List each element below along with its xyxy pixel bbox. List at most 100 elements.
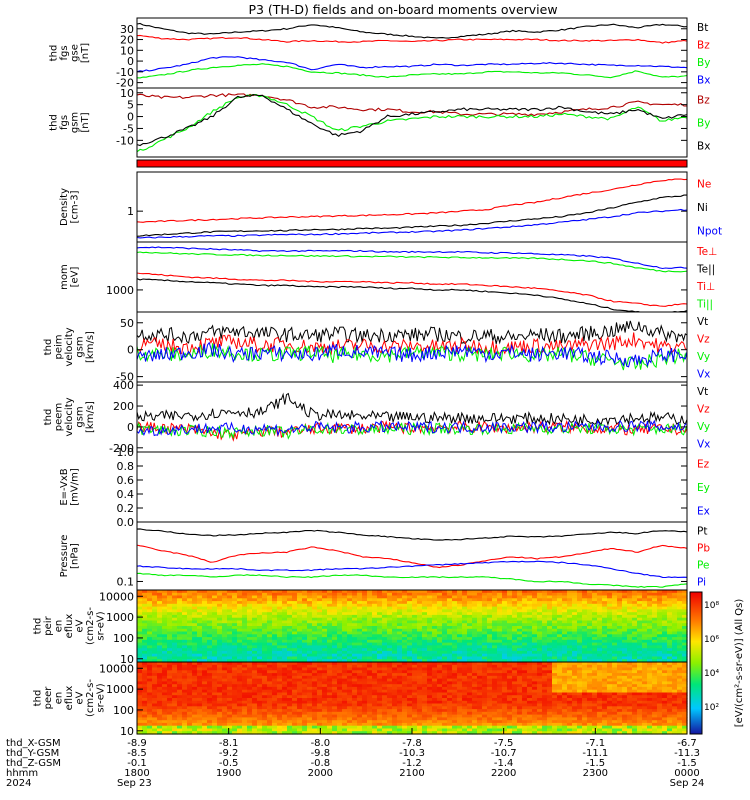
spectrogram-cell [647,598,653,602]
spectrogram-cell [557,601,563,605]
spectrogram-cell [357,648,363,652]
spectrogram-cell [157,620,163,624]
spectrogram-cell [282,689,288,694]
spectrogram-cell [372,667,378,671]
spectrogram-cell [682,626,688,630]
spectrogram-cell [167,662,173,666]
spectrogram-cell [422,662,428,666]
spectrogram-cell [372,612,378,616]
spectrogram-cell [497,620,503,624]
spectrogram-cell [442,678,448,682]
spectrogram-cell [482,637,488,641]
spectrogram-cell [172,606,178,610]
spectrogram-cell [202,628,208,633]
spectrogram-cell [262,698,268,702]
spectrogram-cell [152,700,158,705]
spectrogram-cell [212,673,218,677]
spectrogram-cell [252,664,258,669]
spectrogram-cell [492,725,498,730]
spectrogram-cell [522,648,528,652]
spectrogram-cell [147,650,153,655]
spectrogram-cell [537,595,543,599]
spectrogram-cell [457,595,463,599]
spectrogram-cell [167,706,173,710]
spectrogram-cell [477,598,483,602]
spectrogram-cell [417,612,423,616]
spectrogram-cell [477,603,483,608]
spectrogram-cell [227,689,233,694]
spectrogram-cell [237,620,243,624]
spectrogram-cell [667,639,673,644]
spectrogram-cell [412,670,418,674]
spectrogram-cell [317,631,323,635]
spectrogram-cell [462,673,468,677]
spectrogram-cell [307,656,313,660]
spectrogram-cell [212,695,218,699]
spectrogram-cell [162,700,168,705]
spectrogram-cell [457,709,463,713]
spectrogram-cell [612,612,618,616]
spectrogram-cell [517,612,523,616]
spectrogram-cell [497,675,503,680]
spectrogram-cell [647,620,653,624]
spectrogram-cell [597,642,603,646]
spectrogram-cell [402,648,408,652]
spectrogram-cell [567,642,573,646]
spectrogram-cell [152,667,158,671]
spectrogram-cell [182,642,188,646]
spectrogram-cell [357,603,363,608]
spectrogram-cell [432,598,438,602]
spectrogram-cell [197,648,203,652]
spectrogram-cell [682,659,688,663]
spectrogram-cell [172,703,178,707]
spectrogram-cell [502,606,508,610]
spectrogram-cell [292,620,298,624]
spectrogram-cell [402,673,408,677]
spectrogram-cell [232,725,238,730]
spectrogram-cell [587,628,593,633]
spectrogram-cell [457,639,463,644]
spectrogram-cell [347,601,353,605]
spectrogram-cell [682,628,688,633]
legend-label: Ti⊥ [696,281,715,293]
spectrogram-cell [277,731,283,735]
spectrogram-cell [402,714,408,718]
spectrogram-cell [177,675,183,680]
spectrogram-cell [487,598,493,602]
spectrogram-cell [577,659,583,663]
spectrogram-cell [387,609,393,613]
spectrogram-cell [137,731,143,735]
spectrogram-cell [417,722,423,727]
spectrogram-cell [437,637,443,641]
spectrogram-cell [297,717,303,721]
spectrogram-cell [197,689,203,694]
spectrogram-cell [367,592,373,597]
spectrogram-cell [247,631,253,635]
spectrogram-cell [307,592,313,597]
spectrogram-cell [517,606,523,610]
spectrogram-cell [327,590,333,594]
spectrogram-cell [602,631,608,635]
spectrogram-cell [677,590,683,594]
spectrogram-cell [617,598,623,602]
spectrogram-cell [347,689,353,694]
spectrogram-cell [377,714,383,718]
spectrogram-cell [342,634,348,638]
spectrogram-cell [227,675,233,680]
spectrogram-cell [617,601,623,605]
spectrogram-cell [262,614,268,619]
spectrogram-cell [337,725,343,730]
spectrogram-cell [377,664,383,669]
spectrogram-cell [237,642,243,646]
spectrogram-cell [357,664,363,669]
y-axis-label: velocity [64,397,75,436]
spectrogram-cell [472,631,478,635]
spectrogram-cell [347,631,353,635]
spectrogram-cell [262,606,268,610]
spectrogram-cell [362,623,368,627]
spectrogram-cell [207,698,213,702]
spectrogram-cell [662,653,668,658]
spectrogram-cell [142,592,148,597]
spectrogram-cell [367,692,373,696]
spectrogram-cell [247,703,253,707]
